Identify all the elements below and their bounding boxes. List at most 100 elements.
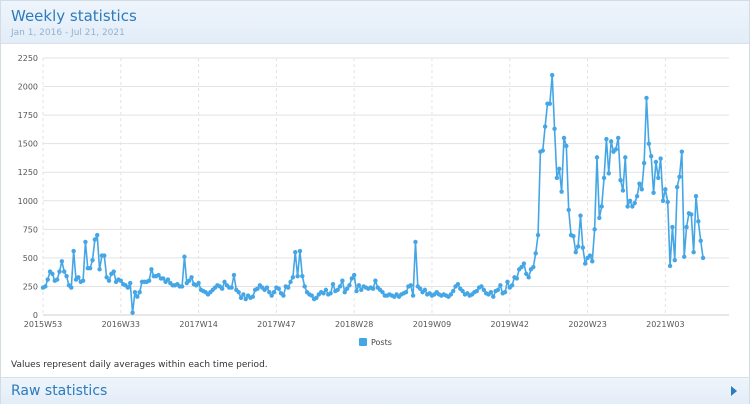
data-point <box>229 285 234 290</box>
data-point <box>509 283 515 288</box>
data-point <box>535 232 541 238</box>
data-point <box>653 159 659 165</box>
data-point <box>691 249 696 255</box>
data-point <box>297 248 303 254</box>
data-point <box>132 289 138 295</box>
data-point <box>186 278 192 283</box>
data-point <box>684 224 689 230</box>
data-point <box>533 251 538 256</box>
data-point <box>340 278 345 283</box>
data-point <box>328 291 333 296</box>
data-point <box>630 204 635 209</box>
data-point <box>488 289 494 295</box>
data-point <box>417 286 423 291</box>
data-point <box>634 194 640 199</box>
data-point <box>597 215 602 221</box>
data-point <box>479 284 484 289</box>
data-point <box>627 198 633 203</box>
data-point <box>231 272 237 278</box>
data-point <box>59 259 65 264</box>
x-tick-label: 2017W47 <box>257 320 295 329</box>
data-point <box>295 273 300 279</box>
data-point <box>264 285 270 290</box>
data-point <box>519 264 524 270</box>
data-point <box>672 257 677 263</box>
data-point <box>130 310 135 315</box>
data-point <box>623 155 628 160</box>
data-point <box>238 295 244 301</box>
data-point <box>649 154 654 159</box>
x-tick-label: 2020W23 <box>568 320 606 329</box>
data-point <box>450 288 456 294</box>
data-point <box>481 287 487 293</box>
data-point <box>236 289 241 295</box>
data-point <box>111 269 116 274</box>
data-point <box>97 267 102 272</box>
data-point <box>667 263 673 269</box>
data-point <box>285 285 291 290</box>
raw-statistics-section[interactable]: Raw statistics <box>1 377 749 404</box>
data-point <box>241 292 246 297</box>
data-point <box>526 275 531 280</box>
data-point <box>222 279 227 285</box>
data-point <box>165 277 171 282</box>
data-point <box>413 239 418 245</box>
data-point <box>639 187 644 192</box>
data-point <box>700 255 706 261</box>
data-point <box>696 219 701 224</box>
data-point <box>219 286 225 291</box>
data-point <box>502 289 508 295</box>
x-tick-label: 2016W33 <box>102 320 140 329</box>
data-point <box>455 281 461 287</box>
data-point <box>559 189 564 194</box>
data-point <box>370 286 376 291</box>
data-point <box>618 178 623 183</box>
data-point <box>606 171 611 176</box>
data-point <box>250 294 256 299</box>
data-point <box>670 224 675 230</box>
chevron-right-icon[interactable] <box>731 386 737 396</box>
data-point <box>679 149 685 154</box>
data-point <box>161 276 166 281</box>
data-point <box>644 95 649 101</box>
data-point <box>403 289 409 295</box>
data-point <box>271 289 277 295</box>
data-point <box>498 283 503 288</box>
chart-note: Values represent daily averages within e… <box>11 360 268 370</box>
data-point <box>373 278 378 283</box>
y-tick-label: 2250 <box>18 54 38 63</box>
data-point <box>608 139 614 144</box>
data-point <box>45 277 50 282</box>
data-point <box>125 285 131 290</box>
data-point <box>255 286 260 291</box>
data-point <box>689 212 694 217</box>
data-point <box>354 288 359 294</box>
data-point <box>604 136 609 142</box>
data-point <box>651 190 656 195</box>
x-tick-label: 2019W42 <box>491 320 529 329</box>
data-point <box>448 292 454 297</box>
panel-title: Weekly statistics <box>11 7 137 25</box>
data-point <box>50 271 55 277</box>
x-tick-label: 2021W03 <box>646 320 684 329</box>
data-point <box>554 175 560 181</box>
data-point <box>677 174 682 179</box>
data-point <box>337 284 343 289</box>
data-point <box>344 286 350 291</box>
data-point <box>693 194 699 199</box>
data-point <box>359 287 364 293</box>
data-point <box>582 261 588 266</box>
data-point <box>665 199 670 205</box>
data-point <box>102 253 107 258</box>
y-tick-label: 500 <box>23 254 38 263</box>
data-point <box>323 287 329 293</box>
data-point <box>594 155 600 160</box>
data-point <box>542 124 548 129</box>
y-tick-label: 1250 <box>18 168 38 177</box>
data-point <box>505 279 510 285</box>
data-point <box>69 285 74 290</box>
data-point <box>632 200 637 206</box>
y-tick-label: 1750 <box>18 111 38 120</box>
data-point <box>674 184 680 190</box>
